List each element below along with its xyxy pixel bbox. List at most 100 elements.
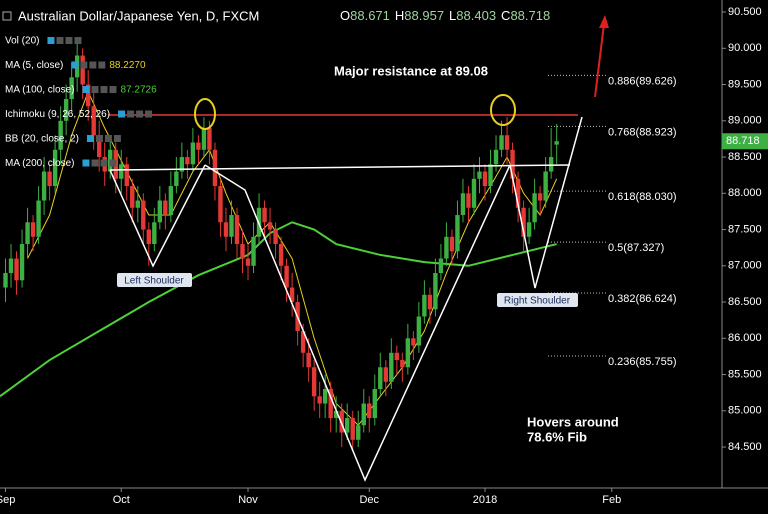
x-tick-label: Feb [602, 494, 621, 506]
indicator-icon [47, 37, 55, 44]
indicator-name: MA (5, close) [5, 60, 63, 71]
candle-body [135, 200, 140, 208]
candle-body [245, 258, 251, 266]
candle-body [91, 106, 96, 136]
candle-body [471, 178, 477, 208]
arrow-shaft [594, 23, 605, 98]
candle-body [537, 193, 543, 201]
candle-body [532, 193, 537, 223]
candle-body [449, 236, 455, 252]
candle-body [488, 164, 493, 187]
candle-body [493, 149, 499, 165]
ohlc-prefix: L [449, 8, 456, 23]
ohlc-value: 88.957 [404, 8, 444, 23]
candle-body [97, 135, 102, 158]
indicator-icon [71, 61, 79, 69]
indicator-icon [86, 135, 94, 142]
candle-body [141, 200, 146, 230]
candle-body [240, 244, 245, 259]
indicator-icon [109, 86, 117, 93]
candle-body [152, 222, 157, 245]
candle-body [278, 244, 284, 266]
candle-body [521, 207, 526, 237]
candle-body [400, 360, 405, 368]
candle-body [52, 149, 58, 187]
candle-body [229, 215, 234, 237]
indicator-icon [80, 61, 88, 69]
label-box [497, 293, 578, 307]
candle-body [201, 128, 207, 150]
x-tick-label: Oct [113, 494, 130, 506]
candle-body [41, 171, 47, 201]
fib-label: 0.382(86.624) [608, 293, 677, 305]
candle-body [251, 236, 256, 266]
head-line [204, 164, 511, 482]
arrow-head [599, 15, 609, 28]
y-tick-label: 90.500 [728, 6, 762, 18]
indicator-icon [65, 37, 73, 44]
indicator-icon [109, 159, 117, 167]
candle-body [411, 338, 416, 346]
candle-body [339, 410, 344, 433]
y-tick-label: 85.000 [728, 405, 762, 417]
indicator-icon [145, 110, 153, 118]
indicator-icon [82, 86, 90, 93]
candle-body [3, 273, 8, 288]
candle-body [36, 200, 41, 237]
candle-body [30, 222, 36, 237]
candle-body [157, 200, 163, 223]
x-tick-label: Dec [359, 494, 379, 506]
candle-body [262, 207, 267, 223]
y-tick-label: 89.000 [728, 115, 762, 127]
collapse-icon [2, 11, 12, 21]
fib-label: 0.618(88.030) [608, 191, 677, 203]
candle-body [543, 171, 548, 201]
indicator-icon [104, 135, 112, 142]
ohlc-value: 88.671 [350, 8, 390, 23]
ohlc-prefix: C [501, 8, 510, 23]
candle-body [218, 186, 223, 223]
price-tag-label: 88.718 [726, 135, 760, 147]
candle-body [405, 338, 411, 368]
candle-body [378, 367, 383, 390]
candle-body [416, 316, 422, 346]
right-shoulder-line [509, 116, 583, 289]
indicator-icon [118, 110, 126, 118]
candle-body [69, 77, 74, 100]
candle-body [196, 142, 201, 150]
left-shoulder-label: Left Shoulder [124, 276, 184, 287]
candle-body [499, 135, 504, 150]
candle-body [306, 352, 311, 368]
annotations: Major resistance at 89.08 Hovers around … [117, 63, 619, 444]
candle-body [14, 258, 19, 281]
candle-body [482, 171, 488, 187]
candle-body [207, 128, 212, 150]
y-tick-label: 85.500 [728, 368, 762, 380]
candle-body [504, 135, 510, 150]
candle-body [510, 149, 515, 179]
moving-average-line [0, 221, 557, 398]
candle-body [130, 186, 135, 208]
candle-body [47, 171, 52, 187]
indicator-icon [127, 110, 135, 118]
x-tick-label: Nov [238, 494, 258, 506]
candle-body [163, 200, 168, 216]
candle-body [515, 178, 521, 208]
candle-body [289, 287, 295, 303]
x-tick-label: 2018 [473, 494, 497, 506]
candle-body [526, 222, 532, 237]
ohlc-header: O88.671 H88.957 L88.403 C88.718 [340, 8, 550, 23]
candle-body [25, 222, 30, 245]
candle-body [19, 244, 25, 281]
indicator-value: 87.2726 [120, 85, 157, 96]
candle-body [422, 294, 427, 317]
fib-label: 0.5(87.327) [608, 242, 664, 254]
indicator-icon [100, 159, 108, 167]
candle-body [438, 258, 444, 274]
candle-body [179, 157, 185, 172]
candle-body [311, 367, 317, 397]
indicator-icon [98, 61, 106, 69]
candle-body [394, 352, 400, 361]
